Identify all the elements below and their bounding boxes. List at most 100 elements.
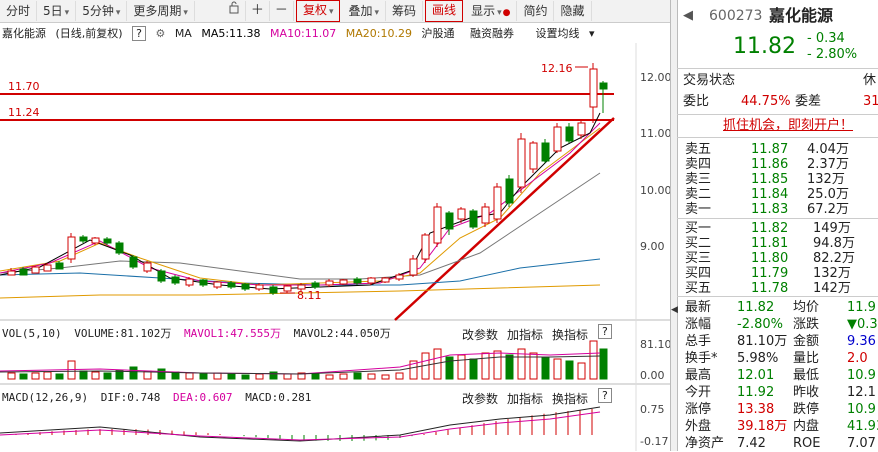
bid-row[interactable]: 买四 11.79 132万 — [677, 265, 878, 282]
macd-add-indicator-button[interactable]: 加指标 — [507, 392, 544, 406]
high-annotation: 12.16 — [541, 62, 573, 75]
candle-body — [213, 281, 222, 288]
chevron-down-icon: ▾ — [374, 8, 380, 18]
ask-row[interactable]: 卖三 11.85 132万 — [677, 171, 878, 188]
volume-bar — [517, 348, 526, 380]
macd-swap-indicator-button[interactable]: 换指标 — [552, 392, 589, 406]
ma-setting-button[interactable]: 设置均线 — [535, 27, 580, 40]
bid-volume: 94.8万 — [813, 236, 855, 251]
period-tab-5min[interactable]: 5分钟 ▾ — [76, 1, 128, 21]
price-tick: 11.00 — [640, 127, 672, 140]
candle-body — [171, 276, 180, 284]
ask-row[interactable]: 卖四 11.86 2.37万 — [677, 156, 878, 173]
macd-params-button[interactable]: 改参数 — [462, 392, 499, 406]
hide-button[interactable]: 隐藏 — [554, 1, 592, 21]
period-tab-5day[interactable]: 5日 ▾ — [37, 1, 77, 21]
restore-dropdown[interactable]: 复权 ▾ — [295, 0, 341, 22]
help-icon[interactable]: ? — [598, 388, 612, 403]
trade-status-value: 休 — [863, 73, 877, 88]
ask-level-label: 卖一 — [685, 202, 712, 217]
chips-button[interactable]: 筹码 — [386, 1, 424, 21]
stock-title: 嘉化能源 — [769, 6, 834, 25]
ask-row[interactable]: 卖二 11.84 25.0万 — [677, 186, 878, 203]
help-icon[interactable]: ? — [132, 26, 146, 41]
chevron-down-icon: ▾ — [115, 8, 121, 18]
bid-row[interactable]: 买五 11.78 142万 — [677, 280, 878, 297]
hgt-button[interactable]: 沪股通 — [421, 27, 455, 40]
volume-bar — [529, 352, 538, 380]
weibi-label: 委比 — [683, 94, 710, 109]
promo-link[interactable]: 抓住机会，即刻开户！ — [723, 118, 854, 133]
macd-tick: 0.75 — [640, 403, 665, 416]
volume-bar — [599, 348, 608, 380]
vol-add-indicator-button[interactable]: 加指标 — [507, 328, 544, 342]
volume-bar — [199, 373, 208, 380]
candle-body — [421, 234, 430, 260]
zoom-in-icon[interactable]: ＋ — [246, 1, 270, 21]
bid-price: 11.79 — [751, 266, 789, 281]
overlay-dropdown[interactable]: 叠加 ▾ — [342, 1, 387, 21]
volume-bar — [469, 358, 478, 380]
margin-button[interactable]: 融资融券 — [469, 27, 514, 40]
stat-label: 涨幅 — [685, 317, 712, 332]
dea-value: DEA:0.607 — [172, 391, 233, 404]
stat-label: 总手 — [685, 334, 712, 349]
display-dropdown[interactable]: 显示 ▾● — [465, 1, 518, 21]
volume-bar — [55, 373, 64, 380]
divider — [677, 137, 878, 138]
candle-body — [199, 279, 208, 286]
ask-volume: 4.04万 — [807, 142, 849, 157]
vol-params-button[interactable]: 改参数 — [462, 328, 499, 342]
vol-swap-indicator-button[interactable]: 换指标 — [552, 328, 589, 342]
stat-value: 7.07 — [847, 436, 876, 451]
volume-bar — [103, 372, 112, 380]
candle-body — [269, 286, 278, 294]
collapse-arrow-icon[interactable]: ◀ — [671, 305, 678, 315]
stat-value: 10.9 — [847, 402, 876, 417]
zoom-out-icon[interactable]: － — [270, 1, 294, 21]
gear-icon[interactable]: ⚙ — [155, 27, 166, 40]
candle-body — [115, 242, 124, 254]
stats-row: 最新 11.82 均价 11.9 — [677, 299, 878, 316]
simple-button[interactable]: 简约 — [517, 1, 555, 21]
volume-bar — [255, 373, 264, 380]
ask-row[interactable]: 卖五 11.87 4.04万 — [677, 141, 878, 158]
stat-value: 7.42 — [737, 436, 766, 451]
ask-row[interactable]: 卖一 11.83 67.2万 — [677, 201, 878, 218]
period-tab-timeshare[interactable]: 分时 — [0, 1, 38, 21]
stat-label: 金额 — [793, 334, 820, 349]
ma-label: MA — [174, 27, 192, 40]
divider — [677, 218, 878, 219]
bid-row[interactable]: 买二 11.81 94.8万 — [677, 235, 878, 252]
price-tick: 12.00 — [640, 71, 672, 84]
dif-value: DIF:0.748 — [100, 391, 161, 404]
lock-icon[interactable] — [223, 1, 246, 21]
bid-row[interactable]: 买一 11.82 149万 — [677, 220, 878, 237]
candle-body — [395, 274, 404, 280]
panel-divider[interactable]: ◀ — [670, 0, 678, 451]
candle-body — [517, 138, 526, 188]
period-tab-more[interactable]: 更多周期 ▾ — [127, 1, 195, 21]
volume-bar — [541, 356, 550, 380]
ma10-value: MA10:11.07 — [270, 27, 337, 40]
stat-value: 12.01 — [737, 368, 775, 383]
price-tick: 9.00 — [640, 240, 665, 253]
candle-body — [297, 284, 306, 290]
volume-bar — [227, 373, 236, 380]
period-5day-label: 5日 — [43, 4, 63, 18]
volume-bar — [31, 372, 40, 380]
candle-body — [79, 236, 88, 242]
macd-tick: -0.17 — [640, 435, 669, 448]
volume-bar — [577, 362, 586, 380]
help-icon[interactable]: ? — [598, 324, 612, 339]
draw-line-button[interactable]: 画线 — [425, 0, 464, 22]
bid-row[interactable]: 买三 11.80 82.2万 — [677, 250, 878, 267]
chevron-left-icon[interactable]: ◀ — [683, 8, 693, 23]
candle-body — [409, 258, 418, 276]
candle-body — [227, 282, 236, 288]
dea-line — [0, 411, 601, 441]
candle-body — [553, 126, 562, 152]
weicha-value: 314 — [863, 94, 878, 109]
volume-bar — [7, 372, 16, 380]
kline-chart-area[interactable]: 嘉化能源 (日线,前复权) ? ⚙ MA MA5:11.38 MA10:11.0… — [0, 23, 676, 451]
